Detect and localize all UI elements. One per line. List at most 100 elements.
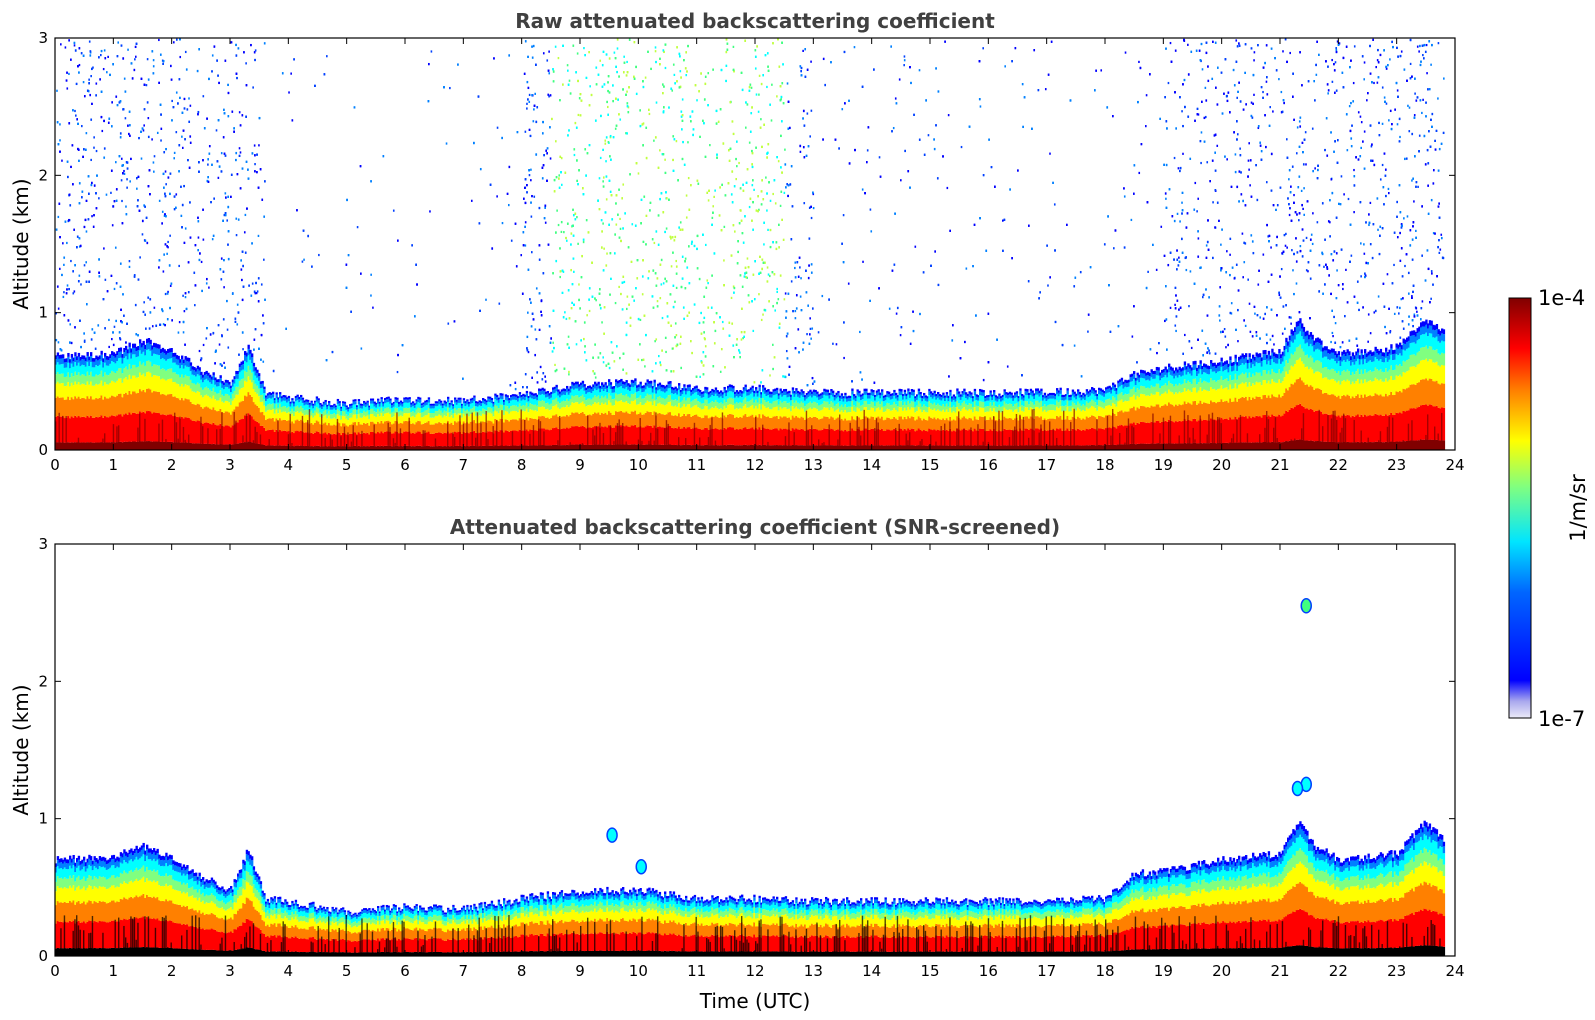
noise-point (841, 108, 844, 111)
noise-point (794, 309, 797, 313)
noise-point (184, 296, 187, 299)
noise-point (396, 370, 399, 374)
noise-point (524, 225, 526, 228)
noise-point (238, 111, 241, 114)
noise-point (1205, 256, 1208, 259)
noise-point (710, 306, 713, 309)
noise-point (605, 198, 608, 201)
noise-point (1186, 212, 1189, 215)
noise-point (1360, 121, 1363, 124)
noise-point (657, 214, 660, 217)
noise-point (681, 255, 684, 258)
noise-point (674, 336, 676, 339)
noise-point (199, 252, 201, 255)
noise-point (684, 257, 687, 260)
noise-point (803, 202, 806, 205)
noise-point (1031, 127, 1033, 130)
noise-point (79, 319, 81, 322)
noise-point (1278, 78, 1280, 81)
noise-point (103, 156, 106, 159)
noise-point (748, 205, 751, 209)
noise-point (1312, 212, 1314, 215)
noise-point (730, 296, 733, 300)
noise-point (1363, 252, 1366, 255)
noise-point (761, 369, 764, 372)
noise-point (672, 63, 675, 66)
noise-point (1259, 316, 1262, 319)
noise-point (604, 139, 607, 142)
noise-point (1409, 77, 1412, 80)
noise-point (1382, 282, 1385, 285)
noise-point (662, 282, 665, 285)
noise-point (1426, 72, 1428, 75)
noise-point (1194, 119, 1196, 122)
noise-point (119, 132, 122, 135)
noise-point (648, 112, 651, 116)
noise-point (686, 314, 689, 317)
noise-point (478, 222, 481, 225)
noise-point (1339, 345, 1342, 349)
noise-point (1039, 291, 1041, 294)
noise-point (552, 70, 555, 73)
noise-point (1262, 90, 1264, 94)
noise-point (602, 222, 604, 225)
noise-point (179, 55, 182, 59)
noise-point (1420, 60, 1422, 63)
noise-point (318, 253, 320, 257)
noise-point (1295, 260, 1298, 263)
noise-point (627, 111, 630, 114)
noise-point (748, 86, 751, 89)
noise-point (1174, 286, 1177, 289)
noise-point (685, 51, 688, 54)
noise-point (723, 225, 726, 228)
noise-point (603, 247, 605, 250)
noise-point (1368, 223, 1370, 227)
noise-point (832, 342, 834, 345)
noise-point (508, 54, 511, 57)
noise-point (523, 72, 526, 75)
noise-point (1247, 175, 1249, 178)
noise-point (105, 193, 108, 196)
noise-point (805, 291, 808, 294)
noise-point (1178, 308, 1180, 311)
noise-point (624, 212, 626, 215)
noise-point (594, 297, 596, 300)
noise-point (1296, 251, 1299, 254)
noise-point (208, 152, 211, 155)
noise-point (72, 109, 74, 112)
noise-point (1244, 242, 1247, 245)
noise-point (588, 287, 591, 290)
noise-point (1232, 68, 1235, 72)
noise-point (635, 287, 637, 290)
noise-point (972, 265, 974, 268)
noise-point (197, 236, 200, 239)
noise-point (1342, 56, 1345, 60)
noise-point (93, 146, 95, 149)
noise-point (1365, 221, 1367, 224)
noise-point (257, 300, 260, 303)
noise-point (628, 303, 630, 306)
noise-point (574, 121, 577, 125)
noise-point (684, 287, 687, 290)
noise-point (1230, 185, 1233, 188)
noise-point (608, 91, 611, 94)
noise-point (576, 52, 579, 55)
noise-point (645, 243, 647, 246)
noise-point (1284, 38, 1287, 41)
noise-point (1286, 246, 1288, 249)
noise-point (175, 193, 178, 196)
noise-point (177, 331, 180, 334)
noise-point (224, 154, 227, 157)
noise-point (542, 120, 544, 124)
noise-point (238, 353, 240, 356)
noise-point (703, 122, 705, 125)
noise-point (599, 59, 602, 62)
noise-point (120, 179, 123, 182)
noise-point (1346, 149, 1349, 152)
noise-point (1218, 305, 1221, 308)
noise-point (675, 265, 678, 268)
noise-point (675, 334, 678, 337)
noise-point (1301, 228, 1304, 231)
noise-point (1363, 243, 1365, 246)
noise-point (1184, 333, 1186, 337)
